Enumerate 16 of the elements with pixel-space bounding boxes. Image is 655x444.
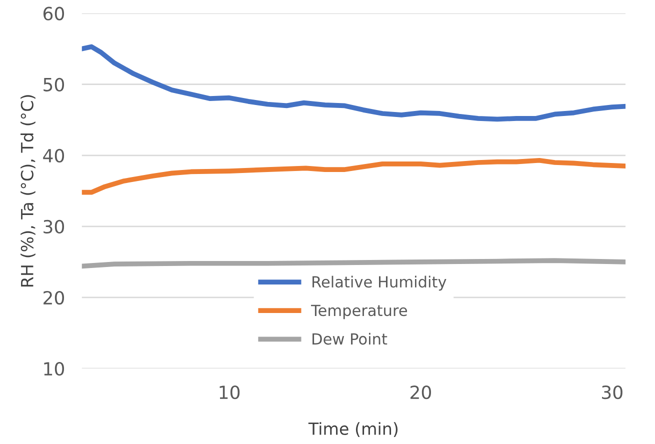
y-tick-label: 60: [43, 6, 64, 20]
y-tick-label: 30: [44, 220, 64, 234]
y-axis-title: RH (%), Ta (°C), Td (°C): [20, 95, 36, 286]
line-series: [82, 44, 626, 122]
line-series: [82, 158, 626, 195]
y-tick-label: 40: [43, 148, 64, 163]
y-tick-label: 50: [44, 78, 64, 92]
x-axis-title: Time (min): [308, 422, 398, 437]
x-tick-label: 30: [602, 386, 622, 400]
y-tick-label: 20: [44, 290, 64, 305]
x-tick-label: 10: [220, 386, 240, 400]
y-tick-label: 10: [44, 362, 64, 376]
x-tick-label: 20: [410, 386, 431, 400]
legend-label: Temperature: [310, 304, 407, 320]
legend-label: Dew Point: [312, 332, 388, 345]
legend-label: Relative Humidity: [312, 276, 446, 291]
